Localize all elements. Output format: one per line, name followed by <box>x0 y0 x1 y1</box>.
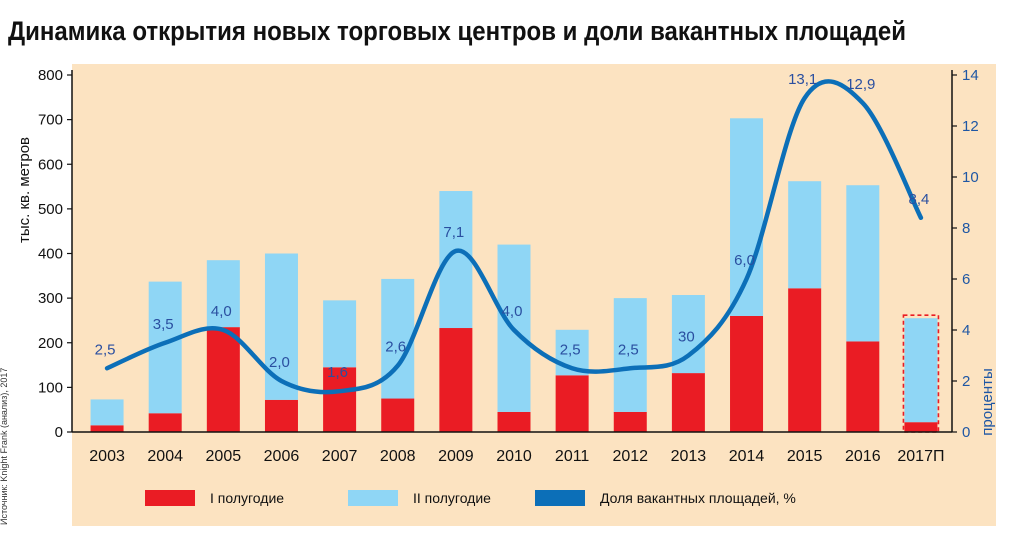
bar-h1-2003 <box>90 425 124 432</box>
y-axis-label: тыс. кв. метров <box>16 137 33 243</box>
y2-tick-10: 10 <box>962 169 979 186</box>
legend-label-1: II полугодие <box>413 490 491 506</box>
x-tick-2013: 2013 <box>671 448 707 465</box>
bar-h2-2016 <box>846 185 880 342</box>
bar-h1-2012 <box>613 411 647 432</box>
bar-h1-2009 <box>439 328 473 432</box>
x-tick-2016: 2016 <box>845 448 881 465</box>
y-tick-100: 100 <box>38 379 63 396</box>
y2-tick-0: 0 <box>962 424 970 441</box>
bar-h1-2004 <box>148 413 182 432</box>
y-tick-700: 700 <box>38 112 63 129</box>
bar-h1-2016 <box>846 341 880 432</box>
bar-h1-2011 <box>555 375 589 432</box>
data-label-2013: 30 <box>678 329 695 346</box>
x-tick-2006: 2006 <box>264 448 300 465</box>
labels-layer: 2,5 3,5 4,0 2,0 1,6 2,6 7,1 4,0 2,5 2,5 30 6,0 13,1 1… <box>95 71 930 381</box>
bar-h2-2003 <box>90 399 124 426</box>
x-tick-2014: 2014 <box>729 448 765 465</box>
data-label-2015: 13,1 <box>788 71 817 88</box>
bar-h1-2007 <box>323 367 357 432</box>
legend-swatch-1 <box>348 490 398 506</box>
axes-layer: 0 100 200 300 400 500 600 700 800 0 2 4 6 8 10 12 14 2003… <box>38 67 979 465</box>
x-tick-2015: 2015 <box>787 448 823 465</box>
bar-h2-2007 <box>323 300 357 368</box>
data-label-2009: 7,1 <box>443 224 464 241</box>
y2-tick-8: 8 <box>962 220 970 237</box>
y2-tick-4: 4 <box>962 322 970 339</box>
x-tick-2010: 2010 <box>496 448 532 465</box>
data-label-2014: 6,0 <box>734 252 755 269</box>
bar-h1-2017П <box>904 422 938 432</box>
y2-tick-2: 2 <box>962 373 970 390</box>
legend-swatch-2 <box>535 490 585 506</box>
y2-tick-12: 12 <box>962 118 979 135</box>
bar-h2-2015 <box>788 181 822 289</box>
x-tick-2009: 2009 <box>438 448 474 465</box>
data-label-2012: 2,5 <box>618 341 639 358</box>
data-label-2005: 4,0 <box>211 303 232 320</box>
bar-h1-2005 <box>206 327 240 432</box>
x-tick-2003: 2003 <box>89 448 125 465</box>
y-tick-600: 600 <box>38 156 63 173</box>
bar-h2-2005 <box>206 260 240 328</box>
data-label-2008: 2,6 <box>385 339 406 356</box>
data-label-2003: 2,5 <box>95 341 116 358</box>
bar-h2-2012 <box>613 298 647 412</box>
data-label-2017П: 8,4 <box>909 191 930 208</box>
data-label-2011: 2,5 <box>560 341 581 358</box>
bar-h1-2010 <box>497 411 531 432</box>
data-label-2007: 1,6 <box>327 364 348 381</box>
bar-h1-2013 <box>671 373 705 432</box>
bar-h2-2006 <box>264 253 298 400</box>
y-tick-500: 500 <box>38 201 63 218</box>
x-tick-2007: 2007 <box>322 448 358 465</box>
x-tick-2011: 2011 <box>555 448 590 465</box>
data-label-2010: 4,0 <box>502 303 523 320</box>
x-tick-2005: 2005 <box>206 448 242 465</box>
bar-h1-2015 <box>788 288 822 432</box>
x-tick-2008: 2008 <box>380 448 416 465</box>
legend-label-0: I полугодие <box>210 490 284 506</box>
legend-swatch-0 <box>145 490 195 506</box>
x-tick-2004: 2004 <box>147 448 183 465</box>
y2-axis-label: проценты <box>979 368 996 436</box>
x-tick-2017П: 2017П <box>897 448 944 465</box>
data-label-2004: 3,5 <box>153 316 174 333</box>
y2-tick-14: 14 <box>962 67 979 84</box>
bar-h1-2014 <box>730 315 764 432</box>
series-line-vacancy <box>104 79 924 395</box>
source-note: Источник: Knight Frank (анализ), 2017 <box>0 368 9 525</box>
bar-h1-2008 <box>381 398 415 432</box>
line-layer <box>104 79 924 395</box>
bar-h2-2017П <box>904 318 938 423</box>
y-tick-400: 400 <box>38 246 63 263</box>
y-tick-300: 300 <box>38 290 63 307</box>
bar-h2-2014 <box>730 118 764 316</box>
legend-label-2: Доля вакантных площадей, % <box>600 490 796 506</box>
chart-title: Динамика открытия новых торговых центров… <box>8 16 906 46</box>
y2-tick-6: 6 <box>962 271 970 288</box>
data-label-2016: 12,9 <box>846 76 875 93</box>
data-label-2006: 2,0 <box>269 354 290 371</box>
y-tick-0: 0 <box>55 424 63 441</box>
x-tick-2012: 2012 <box>612 448 648 465</box>
bar-h1-2006 <box>264 399 298 432</box>
legend: I полугодие II полугодие Доля вакантных пл… <box>145 490 796 506</box>
y-tick-200: 200 <box>38 335 63 352</box>
y-tick-800: 800 <box>38 67 63 84</box>
